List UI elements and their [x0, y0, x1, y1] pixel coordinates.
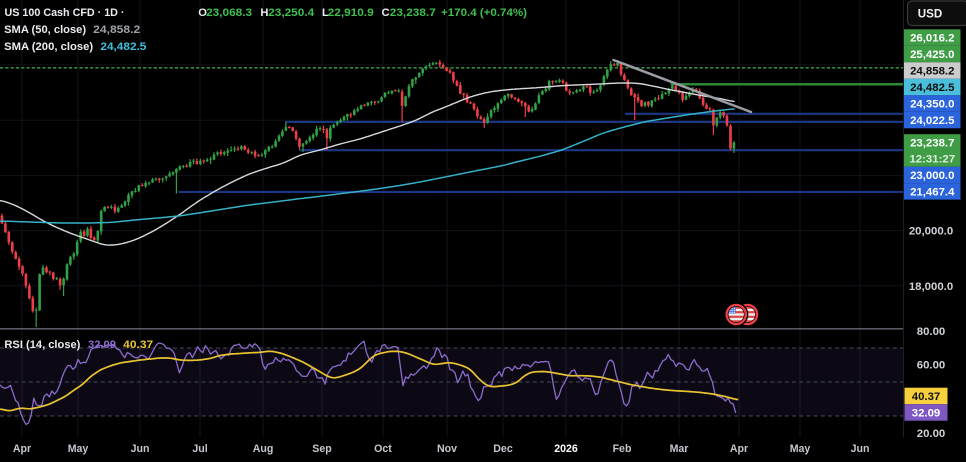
svg-text:24,858.2: 24,858.2 — [910, 66, 954, 78]
svg-text:Dec: Dec — [493, 443, 513, 455]
svg-text:22,910.9: 22,910.9 — [328, 7, 374, 19]
svg-text:40.37: 40.37 — [123, 339, 153, 351]
svg-text:24,482.5: 24,482.5 — [910, 82, 955, 94]
svg-text:Mar: Mar — [670, 443, 689, 455]
svg-text:26,016.2: 26,016.2 — [910, 33, 954, 45]
svg-text:24,350.0: 24,350.0 — [910, 99, 954, 111]
svg-text:Jun: Jun — [131, 443, 150, 455]
svg-text:24,858.2: 24,858.2 — [93, 24, 140, 36]
svg-text:12:31:27: 12:31:27 — [909, 153, 955, 165]
svg-text:Aug: Aug — [253, 443, 274, 455]
svg-text:Jun: Jun — [851, 443, 870, 455]
svg-text:O: O — [198, 7, 207, 19]
svg-text:Apr: Apr — [13, 443, 31, 455]
svg-text:Nov: Nov — [437, 443, 457, 455]
svg-text:20,000.0: 20,000.0 — [909, 226, 953, 238]
svg-text:Oct: Oct — [374, 443, 392, 455]
svg-text:23,000.0: 23,000.0 — [910, 170, 954, 182]
svg-text:SMA (200, close): SMA (200, close) — [4, 41, 93, 53]
svg-text:40.37: 40.37 — [912, 391, 941, 403]
svg-text:+170.4 (+0.74%): +170.4 (+0.74%) — [441, 7, 527, 19]
svg-text:32.09: 32.09 — [88, 339, 116, 351]
svg-text:Feb: Feb — [613, 443, 632, 455]
svg-text:Sep: Sep — [312, 443, 332, 455]
svg-text:SMA (50, close): SMA (50, close) — [4, 24, 86, 36]
svg-text:24,022.5: 24,022.5 — [910, 115, 955, 127]
svg-text:23,238.7: 23,238.7 — [910, 138, 954, 150]
svg-text:L: L — [322, 7, 329, 19]
svg-text:23,250.4: 23,250.4 — [268, 7, 315, 19]
svg-text:H: H — [260, 7, 268, 19]
svg-text:May: May — [68, 443, 89, 455]
svg-text:80.00: 80.00 — [917, 326, 946, 338]
svg-text:C: C — [382, 7, 390, 19]
svg-text:20.00: 20.00 — [917, 428, 946, 440]
svg-text:RSI (14, close): RSI (14, close) — [4, 339, 80, 351]
svg-text:Apr: Apr — [730, 443, 748, 455]
svg-text:24,482.5: 24,482.5 — [100, 41, 146, 53]
svg-text:Jul: Jul — [192, 443, 207, 455]
svg-text:2026: 2026 — [554, 443, 578, 455]
svg-text:US 100 Cash CFD · 1D ·: US 100 Cash CFD · 1D · — [5, 7, 125, 19]
svg-text:25,425.0: 25,425.0 — [910, 49, 954, 61]
svg-text:60.00: 60.00 — [917, 360, 946, 372]
svg-text:21,467.4: 21,467.4 — [910, 186, 955, 198]
svg-text:32.09: 32.09 — [912, 407, 941, 419]
svg-text:USD: USD — [918, 8, 942, 21]
svg-text:May: May — [790, 443, 811, 455]
svg-text:18,000.0: 18,000.0 — [909, 281, 953, 293]
svg-text:23,068.3: 23,068.3 — [206, 7, 252, 19]
svg-text:23,238.7: 23,238.7 — [390, 7, 436, 19]
